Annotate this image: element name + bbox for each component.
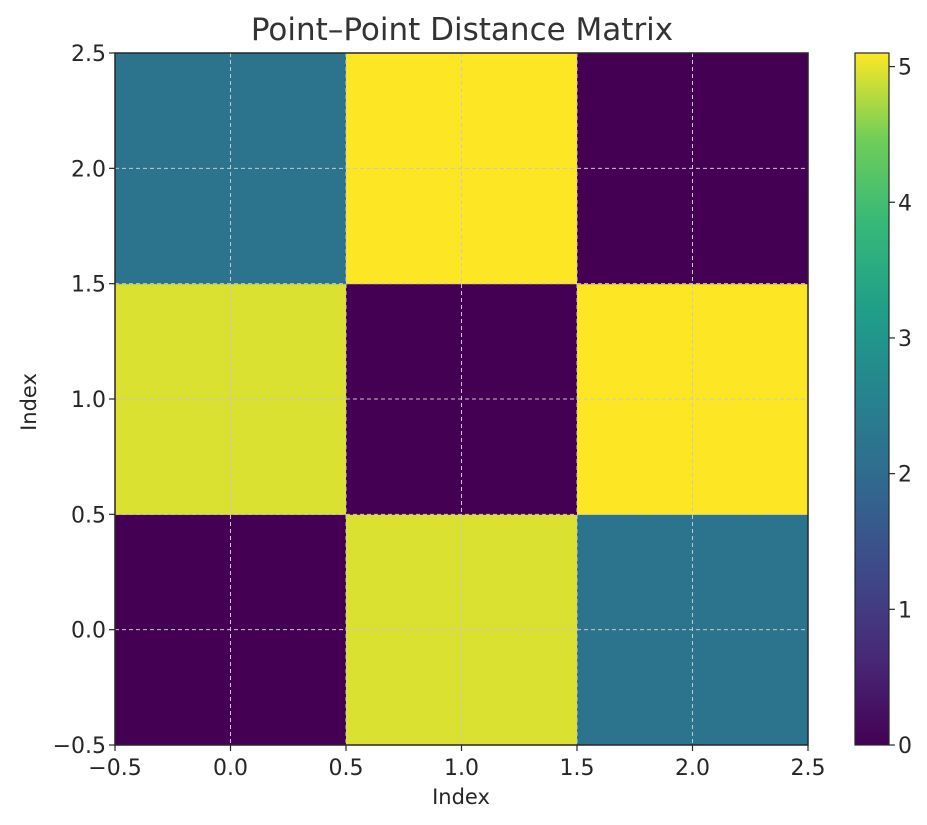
colorbar-tick-label: 2 [898,463,912,488]
y-tick-label: −0.5 [53,734,106,759]
grid-lines [115,53,808,745]
x-tick-label: 1.5 [560,756,595,781]
y-tick-label: 2.0 [71,157,106,182]
y-tick-label: 0.0 [71,619,106,644]
colorbar [854,52,890,746]
colorbar-tick-label: 3 [898,327,912,352]
y-tick-label: 2.5 [71,42,106,67]
x-tick-label: 1.0 [444,756,479,781]
chart-title: Point–Point Distance Matrix [251,12,673,48]
x-tick-label: 2.0 [675,756,710,781]
colorbar-tick-label: 1 [898,598,912,623]
colorbar-tick-label: 0 [898,734,912,759]
y-tick-label: 1.5 [71,273,106,298]
colorbar-ticks: 0 1 2 3 4 5 [889,56,912,759]
x-tick-label: 0.5 [329,756,364,781]
x-axis-ticks: −0.5 0.0 0.5 1.0 1.5 2.0 2.5 [88,745,826,781]
x-tick-label: 0.0 [213,756,248,781]
y-tick-label: 1.0 [71,388,106,413]
x-tick-label: 2.5 [791,756,826,781]
colorbar-tick-label: 4 [898,191,912,216]
y-axis-label: Index [17,373,41,431]
y-axis-ticks: −0.5 0.0 0.5 1.0 1.5 2.0 2.5 [53,42,115,759]
x-axis-label: Index [432,785,490,809]
y-tick-label: 0.5 [71,503,106,528]
colorbar-tick-label: 5 [898,56,912,81]
x-tick-label: −0.5 [88,756,141,781]
